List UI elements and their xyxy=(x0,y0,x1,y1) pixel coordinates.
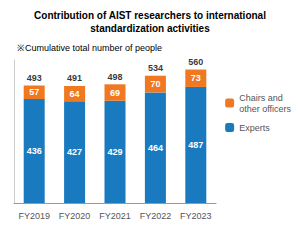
svg-text:FY2020: FY2020 xyxy=(59,211,91,221)
svg-text:Experts: Experts xyxy=(239,123,270,133)
svg-text:498: 498 xyxy=(107,72,122,82)
svg-text:64: 64 xyxy=(70,89,80,99)
svg-text:487: 487 xyxy=(188,140,203,150)
svg-text:560: 560 xyxy=(188,57,203,67)
svg-text:491: 491 xyxy=(67,73,82,83)
svg-text:57: 57 xyxy=(29,87,39,97)
svg-text:70: 70 xyxy=(150,79,160,89)
svg-text:other officers: other officers xyxy=(239,104,291,114)
svg-text:Contribution of AIST researche: Contribution of AIST researchers to inte… xyxy=(34,10,266,21)
svg-text:FY2023: FY2023 xyxy=(180,211,212,221)
svg-text:427: 427 xyxy=(67,147,82,157)
svg-text:429: 429 xyxy=(107,147,122,157)
svg-text:436: 436 xyxy=(27,146,42,156)
svg-text:FY2019: FY2019 xyxy=(18,211,50,221)
svg-text:standardization activities: standardization activities xyxy=(90,23,210,34)
svg-text:534: 534 xyxy=(148,63,163,73)
svg-text:※Cumulative total number of pe: ※Cumulative total number of people xyxy=(17,43,162,53)
svg-text:FY2022: FY2022 xyxy=(140,211,172,221)
svg-text:FY2021: FY2021 xyxy=(99,211,131,221)
svg-text:Chairs and: Chairs and xyxy=(239,93,283,103)
svg-text:69: 69 xyxy=(110,88,120,98)
svg-text:493: 493 xyxy=(27,73,42,83)
svg-text:73: 73 xyxy=(191,73,201,83)
svg-text:464: 464 xyxy=(148,143,163,153)
